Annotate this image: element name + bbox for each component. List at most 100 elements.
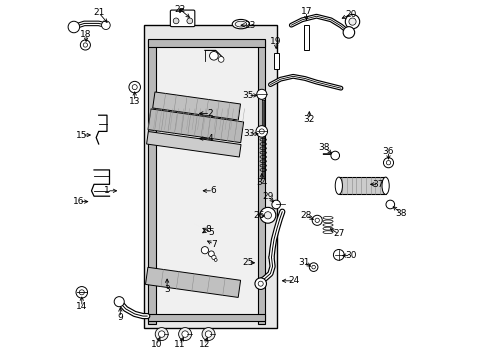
Circle shape — [80, 40, 90, 50]
Circle shape — [202, 328, 215, 341]
Text: 12: 12 — [199, 341, 210, 349]
Bar — [156, 47, 257, 314]
Circle shape — [209, 51, 218, 60]
Text: 11: 11 — [174, 341, 185, 349]
Bar — [304, 25, 308, 50]
Text: 21: 21 — [93, 8, 104, 17]
Circle shape — [314, 218, 319, 222]
Circle shape — [383, 158, 393, 168]
Circle shape — [208, 251, 214, 257]
Circle shape — [68, 21, 80, 33]
Circle shape — [218, 57, 224, 62]
Text: 22: 22 — [174, 4, 185, 13]
Polygon shape — [148, 109, 243, 143]
Circle shape — [258, 281, 263, 286]
Text: 24: 24 — [288, 276, 299, 285]
Circle shape — [178, 328, 191, 341]
Text: 16: 16 — [73, 197, 84, 206]
Circle shape — [76, 287, 87, 298]
Polygon shape — [152, 92, 240, 120]
Polygon shape — [145, 267, 240, 297]
Text: 38: 38 — [318, 143, 329, 152]
FancyBboxPatch shape — [170, 10, 194, 27]
Text: 2: 2 — [207, 109, 213, 118]
Text: 17: 17 — [300, 7, 311, 16]
Circle shape — [345, 14, 359, 29]
Circle shape — [330, 151, 339, 160]
Circle shape — [259, 129, 264, 134]
Text: 36: 36 — [382, 147, 393, 156]
Circle shape — [201, 247, 208, 254]
Text: 32: 32 — [303, 115, 314, 124]
Circle shape — [333, 249, 344, 260]
Text: 18: 18 — [80, 30, 92, 39]
Polygon shape — [146, 131, 241, 157]
Text: 37: 37 — [372, 180, 384, 189]
Text: 15: 15 — [76, 130, 87, 139]
Text: 38: 38 — [394, 209, 406, 217]
Text: 14: 14 — [76, 302, 87, 311]
Ellipse shape — [235, 21, 246, 27]
Bar — [148, 39, 264, 47]
Text: 1: 1 — [104, 186, 110, 195]
Circle shape — [271, 200, 280, 209]
Ellipse shape — [335, 177, 342, 194]
Bar — [257, 40, 264, 324]
Circle shape — [211, 255, 216, 260]
Text: 19: 19 — [270, 37, 282, 46]
Circle shape — [343, 27, 354, 38]
Text: 34: 34 — [256, 178, 267, 187]
Circle shape — [173, 18, 179, 24]
Ellipse shape — [381, 177, 388, 194]
Text: 6: 6 — [210, 186, 216, 195]
Text: 10: 10 — [150, 341, 162, 349]
Circle shape — [348, 18, 355, 25]
Text: 33: 33 — [243, 129, 254, 138]
Circle shape — [158, 331, 164, 337]
Ellipse shape — [232, 19, 249, 29]
Circle shape — [385, 200, 394, 209]
Text: 25: 25 — [242, 258, 253, 267]
Circle shape — [205, 331, 211, 337]
Circle shape — [254, 278, 266, 289]
Circle shape — [129, 81, 140, 93]
Text: 26: 26 — [253, 211, 264, 220]
Circle shape — [182, 331, 188, 337]
Text: 13: 13 — [129, 97, 140, 106]
Circle shape — [155, 328, 168, 341]
Circle shape — [256, 89, 266, 99]
Circle shape — [114, 297, 124, 307]
Text: 31: 31 — [298, 258, 309, 266]
Circle shape — [260, 207, 275, 223]
Bar — [148, 40, 156, 324]
Text: 4: 4 — [207, 134, 213, 143]
Bar — [148, 314, 264, 321]
Circle shape — [264, 212, 271, 219]
Bar — [338, 177, 385, 194]
Circle shape — [79, 290, 84, 295]
Text: 8: 8 — [204, 225, 210, 234]
Circle shape — [102, 21, 110, 30]
Circle shape — [186, 18, 192, 24]
Circle shape — [311, 265, 315, 269]
Text: 5: 5 — [208, 228, 214, 237]
Text: 30: 30 — [344, 251, 356, 260]
Text: 7: 7 — [211, 240, 216, 248]
Bar — [143, 25, 276, 328]
Circle shape — [214, 258, 217, 261]
Text: 29: 29 — [262, 192, 273, 201]
Text: 3: 3 — [164, 285, 170, 294]
Text: 9: 9 — [117, 313, 123, 322]
Circle shape — [309, 263, 317, 271]
Bar — [273, 53, 278, 69]
Text: 28: 28 — [300, 211, 311, 220]
Text: 27: 27 — [332, 230, 344, 239]
Circle shape — [386, 161, 390, 165]
Circle shape — [256, 126, 267, 137]
Text: 23: 23 — [244, 21, 255, 30]
Text: 35: 35 — [242, 91, 253, 100]
Text: 20: 20 — [345, 10, 356, 19]
Circle shape — [83, 43, 87, 47]
Circle shape — [311, 215, 322, 225]
Circle shape — [132, 85, 137, 90]
